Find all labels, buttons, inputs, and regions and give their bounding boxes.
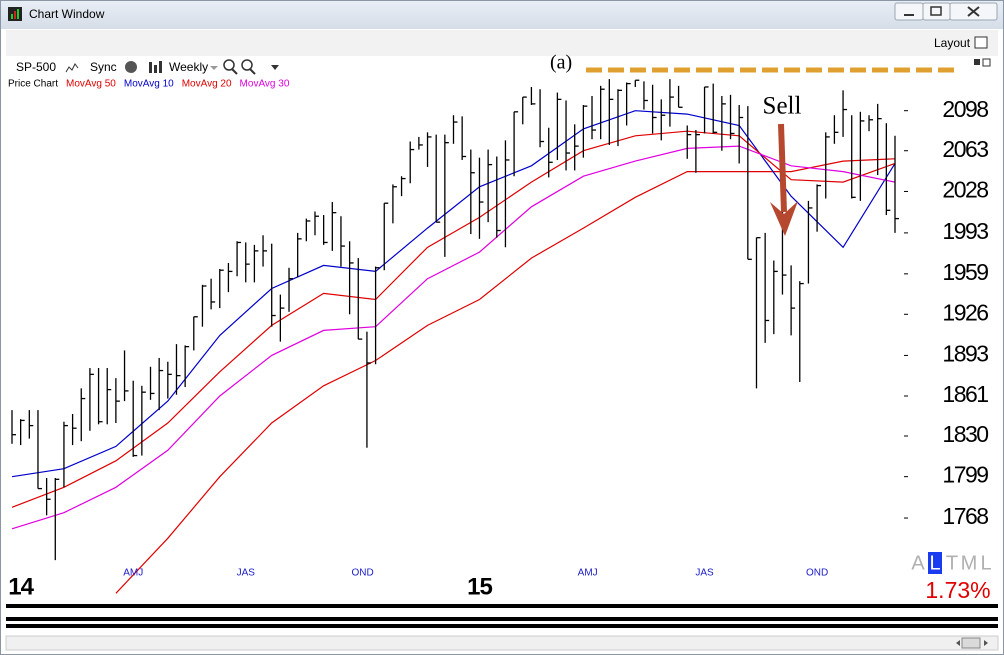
settings-icon[interactable] bbox=[125, 61, 137, 73]
y-tick-label: 1861 bbox=[942, 381, 988, 407]
legend-entry: MovAvg 30 bbox=[240, 79, 290, 90]
timeframe-button[interactable]: T bbox=[946, 552, 958, 574]
legend-entry: MovAvg 20 bbox=[182, 79, 232, 90]
x-tick-label: JAS bbox=[237, 568, 256, 579]
x-tick-label: AMJ bbox=[578, 568, 598, 579]
timeframe-button[interactable]: M bbox=[961, 552, 978, 574]
y-tick-label: 1959 bbox=[942, 259, 988, 285]
layout-icon[interactable] bbox=[974, 36, 988, 49]
panel-separator bbox=[6, 617, 998, 621]
year-label: 15 bbox=[467, 573, 492, 600]
scroll-thumb[interactable] bbox=[961, 637, 981, 649]
symbol-field[interactable]: SP-500 bbox=[16, 60, 56, 74]
sync-icon bbox=[65, 63, 79, 73]
annotation-arrow bbox=[778, 123, 787, 213]
window-title: Chart Window bbox=[29, 7, 105, 21]
y-tick-label: 1830 bbox=[942, 421, 988, 447]
annotation: Sell bbox=[763, 93, 802, 120]
timeframe-highlight bbox=[928, 552, 942, 574]
y-tick-label: 1893 bbox=[942, 341, 988, 367]
title-bar bbox=[1, 1, 1003, 29]
x-tick-label: AMJ bbox=[123, 568, 143, 579]
y-tick-label: 2028 bbox=[942, 177, 988, 203]
plot-area bbox=[11, 79, 899, 594]
legend-entry: MovAvg 10 bbox=[124, 79, 174, 90]
y-tick-label: 2098 bbox=[942, 96, 988, 122]
annotation-arrowhead bbox=[770, 201, 798, 236]
axes: 2098 2063 2028 1993 1959 1926 1893 1861 1830 1799… bbox=[8, 93, 991, 603]
zoom-in-button[interactable] bbox=[223, 59, 235, 71]
legend-entry: Price Chart bbox=[8, 79, 58, 90]
minimize-button[interactable] bbox=[894, 2, 924, 21]
y-tick-label: 1799 bbox=[942, 462, 988, 488]
legend-entry: MovAvg 50 bbox=[66, 79, 116, 90]
moving-average-line bbox=[115, 158, 896, 594]
panel-label: (a) bbox=[550, 52, 572, 74]
y-tick-label: 1768 bbox=[942, 503, 988, 529]
y-tick-label: 1993 bbox=[942, 218, 988, 244]
year-label: 14 bbox=[8, 573, 34, 600]
panel-separator bbox=[6, 604, 998, 608]
top-toolbar bbox=[6, 30, 998, 56]
period-dropdown[interactable]: Weekly bbox=[169, 60, 208, 74]
zoom-out-button[interactable] bbox=[241, 59, 253, 71]
change-percent: 1.73% bbox=[925, 577, 990, 603]
panel-separator bbox=[6, 624, 998, 628]
toolbar-menu[interactable] bbox=[271, 65, 279, 70]
x-tick-label: OND bbox=[806, 568, 828, 579]
layout-button[interactable]: Layout bbox=[934, 36, 971, 50]
scrollbar[interactable] bbox=[5, 635, 999, 651]
timeframe-button[interactable]: A bbox=[911, 552, 925, 574]
maximize-button[interactable] bbox=[922, 2, 951, 21]
sync-button[interactable]: Sync bbox=[90, 60, 117, 74]
y-tick-label: 2063 bbox=[942, 136, 988, 162]
timeframe-button[interactable]: L bbox=[980, 552, 991, 574]
y-tick-label: 1926 bbox=[942, 299, 988, 325]
timeframe-button[interactable]: L bbox=[929, 552, 940, 574]
x-tick-label: OND bbox=[351, 568, 373, 579]
x-tick-label: JAS bbox=[695, 568, 714, 579]
legend: Price Chart MovAvg 50 MovAvg 10 MovAvg 20 Mo… bbox=[8, 79, 290, 90]
